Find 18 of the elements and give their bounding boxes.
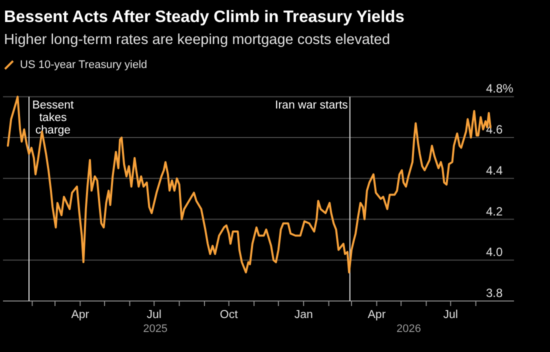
chart-title: Bessent Acts After Steady Climb in Treasury Yields [4, 8, 404, 26]
y-tick-label: 4.2 [486, 204, 504, 218]
y-tick-label: 4.4 [486, 163, 504, 178]
x-tick-label: Jul [443, 309, 458, 321]
ref-line-label: Iran war starts [275, 100, 348, 112]
x-tick-label: Apr [368, 309, 386, 321]
y-tick-label: 3.8 [486, 286, 504, 300]
x-tick-label: Jan [294, 309, 313, 321]
text: 2025 [143, 323, 168, 335]
x-tick-label: Apr [71, 309, 90, 321]
x-tick-label: Oct [220, 309, 239, 321]
x-tick-label: Jul [146, 309, 162, 321]
legend-label: US 10-year Treasury yield [20, 59, 148, 71]
y-tick-label: 4.0 [486, 245, 504, 260]
ref-line-label: Bessent takes charge [32, 100, 75, 137]
chart-subtitle: Higher long-term rates are keeping mortgage costs elevated [4, 32, 390, 48]
text: 2026 [396, 323, 422, 335]
y-tick-label: 4.8% [486, 82, 514, 96]
